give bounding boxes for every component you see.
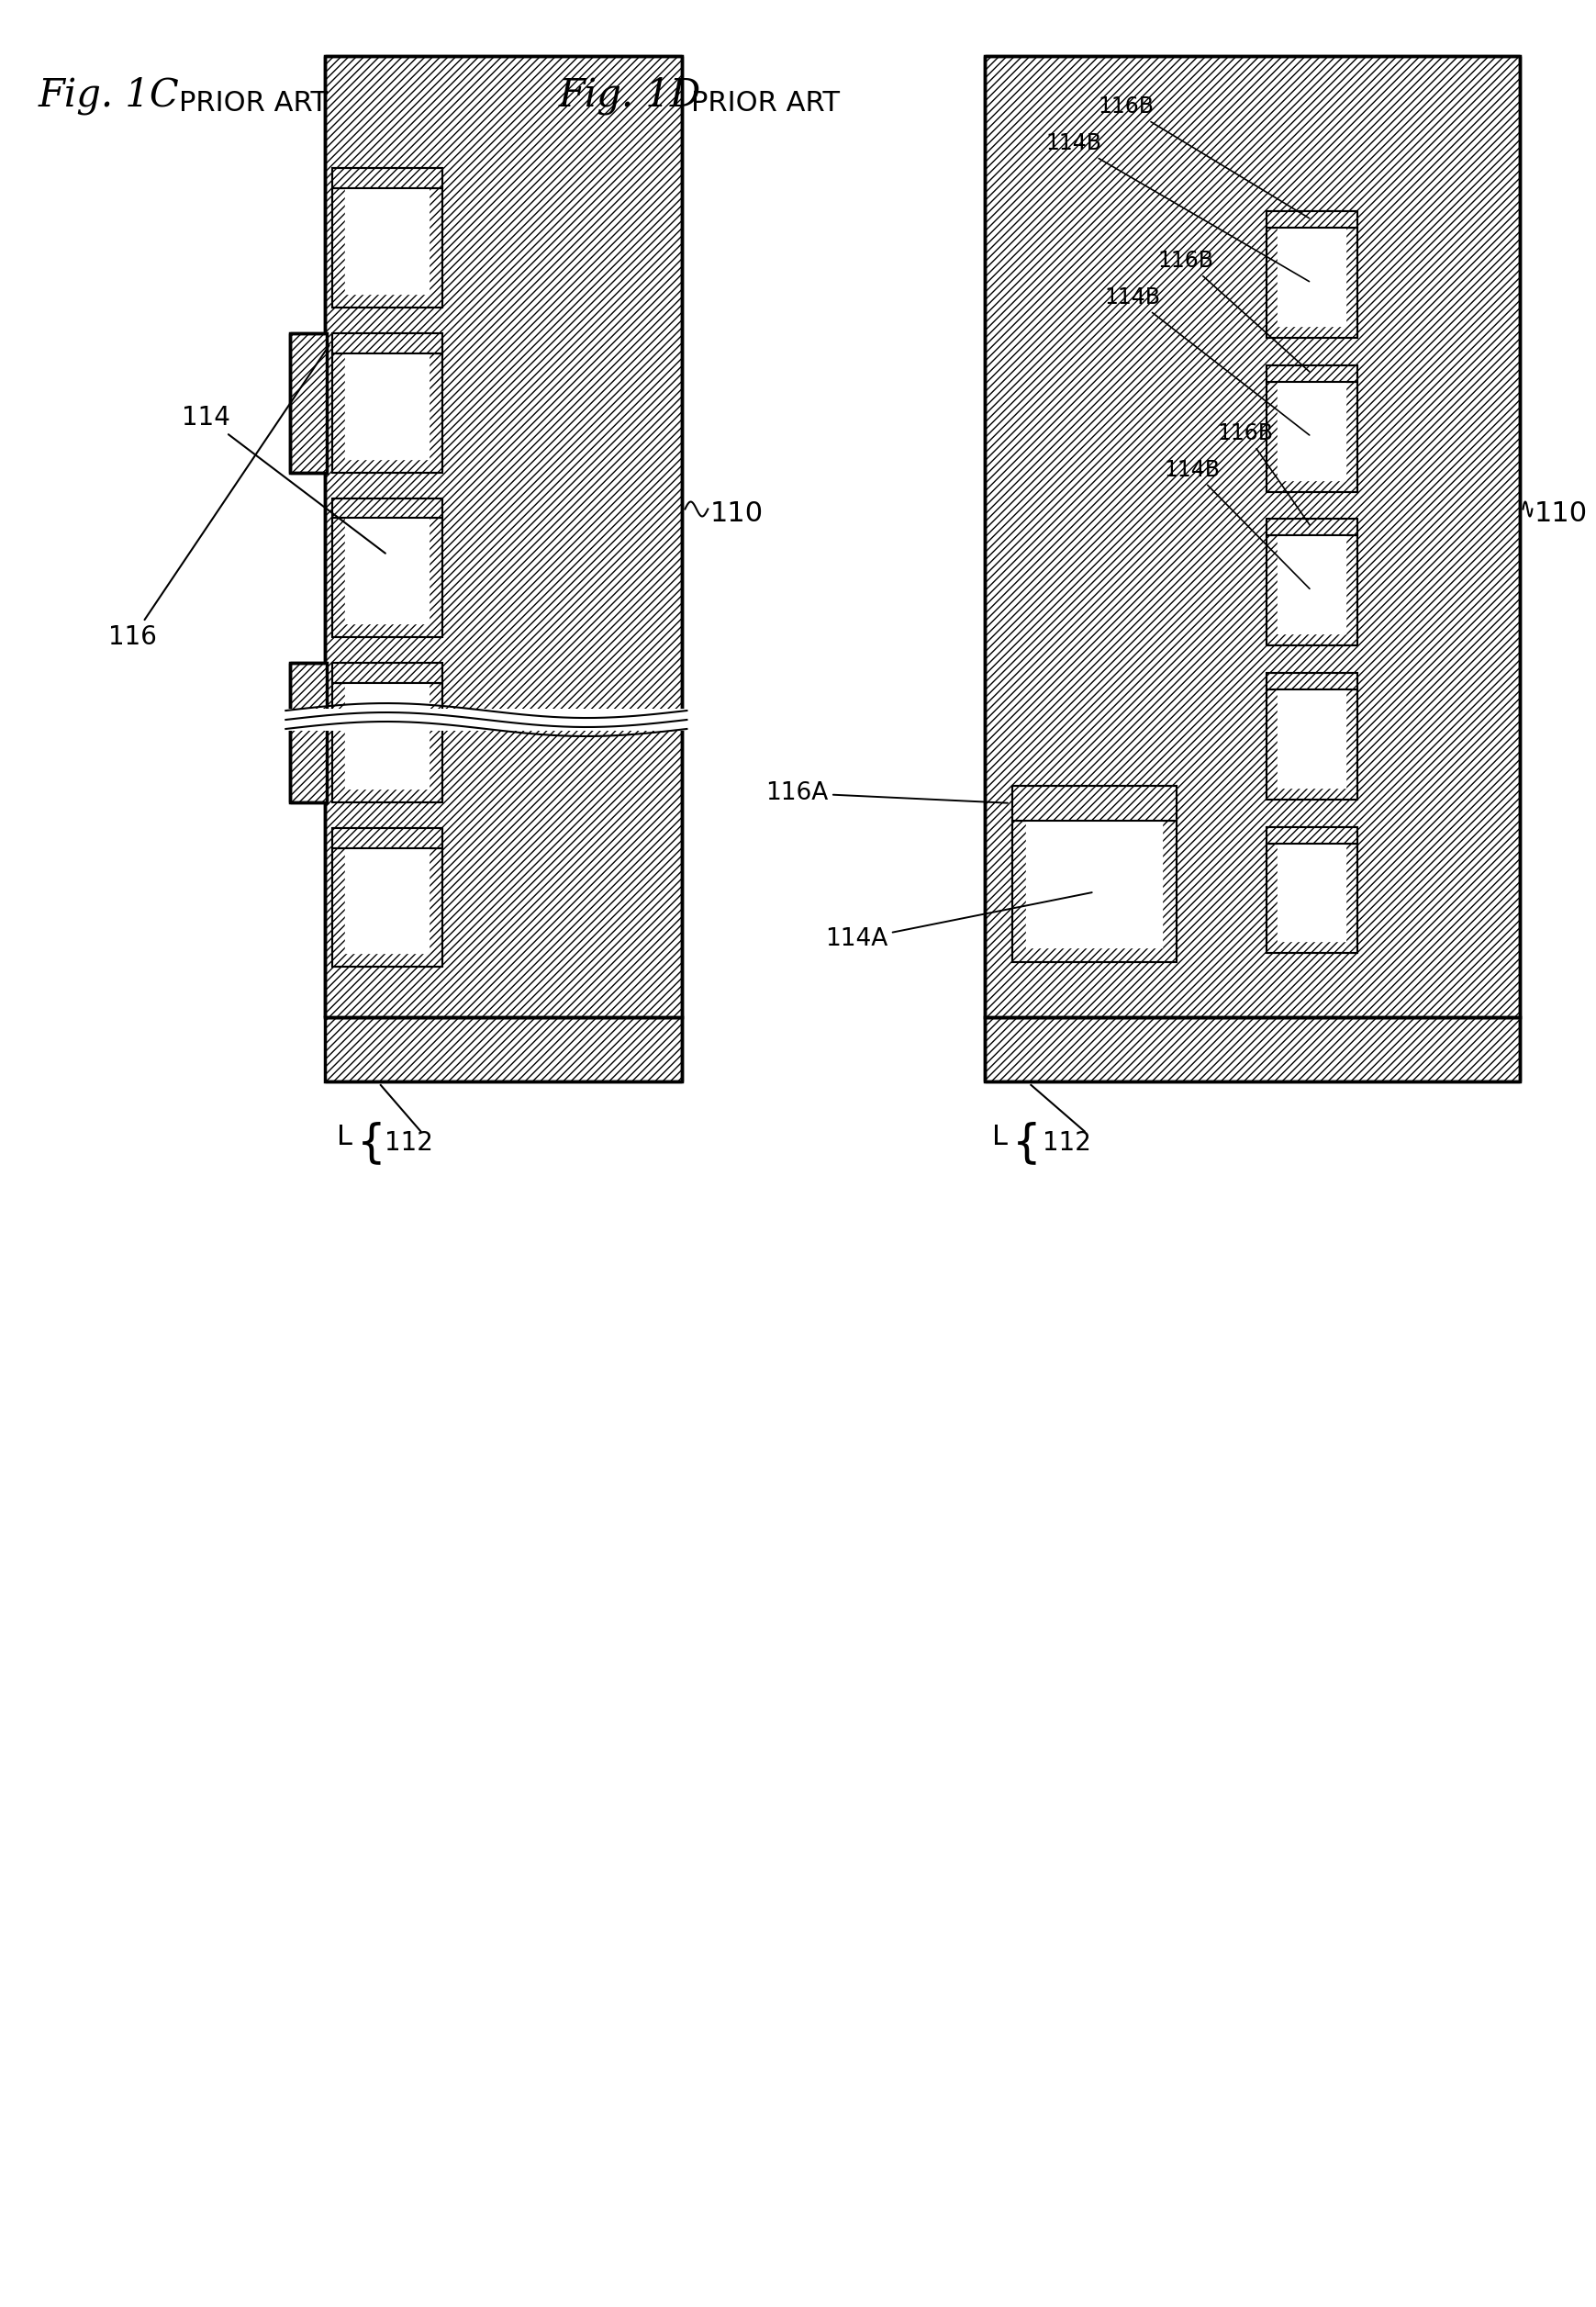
Bar bbox=[1012, 787, 1176, 821]
Bar bbox=[1277, 381, 1345, 480]
Bar bbox=[332, 168, 442, 189]
Bar bbox=[332, 683, 442, 803]
Text: 116: 116 bbox=[109, 346, 329, 651]
Bar bbox=[742, 14, 956, 1114]
Bar bbox=[1012, 821, 1176, 962]
Bar bbox=[1266, 519, 1357, 535]
Bar bbox=[1266, 690, 1357, 801]
Bar bbox=[332, 332, 442, 353]
Text: Fig. 1D: Fig. 1D bbox=[559, 76, 701, 115]
Bar bbox=[1266, 228, 1357, 337]
Text: L: L bbox=[991, 1124, 1007, 1149]
Bar bbox=[1277, 844, 1345, 941]
Text: {: { bbox=[358, 1121, 386, 1165]
Bar bbox=[345, 849, 429, 955]
Bar bbox=[1266, 365, 1357, 381]
Text: Fig. 1C: Fig. 1C bbox=[38, 76, 179, 115]
Text: PRIOR ART: PRIOR ART bbox=[179, 90, 327, 118]
Bar bbox=[1266, 844, 1357, 953]
Bar bbox=[983, 1017, 1519, 1082]
Text: 114B: 114B bbox=[1104, 286, 1309, 436]
Bar bbox=[332, 189, 442, 307]
Bar bbox=[332, 498, 442, 519]
Bar bbox=[1266, 535, 1357, 646]
Text: 110: 110 bbox=[1534, 501, 1586, 526]
Bar bbox=[1266, 674, 1357, 690]
Text: 116A: 116A bbox=[764, 782, 1007, 805]
Bar bbox=[345, 353, 429, 459]
Text: 110: 110 bbox=[709, 501, 763, 526]
Bar bbox=[345, 519, 429, 625]
Bar bbox=[286, 708, 686, 731]
Bar bbox=[1277, 228, 1345, 328]
Text: 116B: 116B bbox=[1157, 249, 1309, 371]
Bar bbox=[983, 55, 1519, 1017]
Text: 116B: 116B bbox=[1098, 97, 1309, 219]
Text: 114: 114 bbox=[182, 404, 385, 554]
Bar bbox=[1277, 535, 1345, 634]
Text: 112: 112 bbox=[1042, 1130, 1090, 1156]
Text: 114A: 114A bbox=[825, 893, 1092, 950]
Bar bbox=[1266, 826, 1357, 844]
Bar bbox=[1266, 381, 1357, 491]
Bar bbox=[345, 683, 429, 789]
Bar bbox=[1266, 212, 1357, 228]
Text: L: L bbox=[337, 1124, 353, 1149]
Bar bbox=[332, 828, 442, 849]
Text: 114B: 114B bbox=[1163, 459, 1309, 588]
Bar bbox=[1025, 821, 1162, 948]
Text: 116B: 116B bbox=[1216, 422, 1309, 526]
Bar bbox=[332, 662, 442, 683]
Bar bbox=[332, 849, 442, 967]
Bar bbox=[326, 1017, 681, 1082]
Text: 114B: 114B bbox=[1045, 131, 1309, 281]
Bar bbox=[1277, 690, 1345, 789]
Bar bbox=[332, 353, 442, 473]
Text: 112: 112 bbox=[385, 1130, 433, 1156]
Bar bbox=[290, 332, 327, 473]
Text: PRIOR ART: PRIOR ART bbox=[691, 90, 839, 118]
Bar bbox=[290, 662, 327, 803]
Text: {: { bbox=[1012, 1121, 1041, 1165]
Bar bbox=[332, 519, 442, 637]
Bar bbox=[345, 189, 429, 295]
Bar bbox=[326, 55, 681, 1017]
